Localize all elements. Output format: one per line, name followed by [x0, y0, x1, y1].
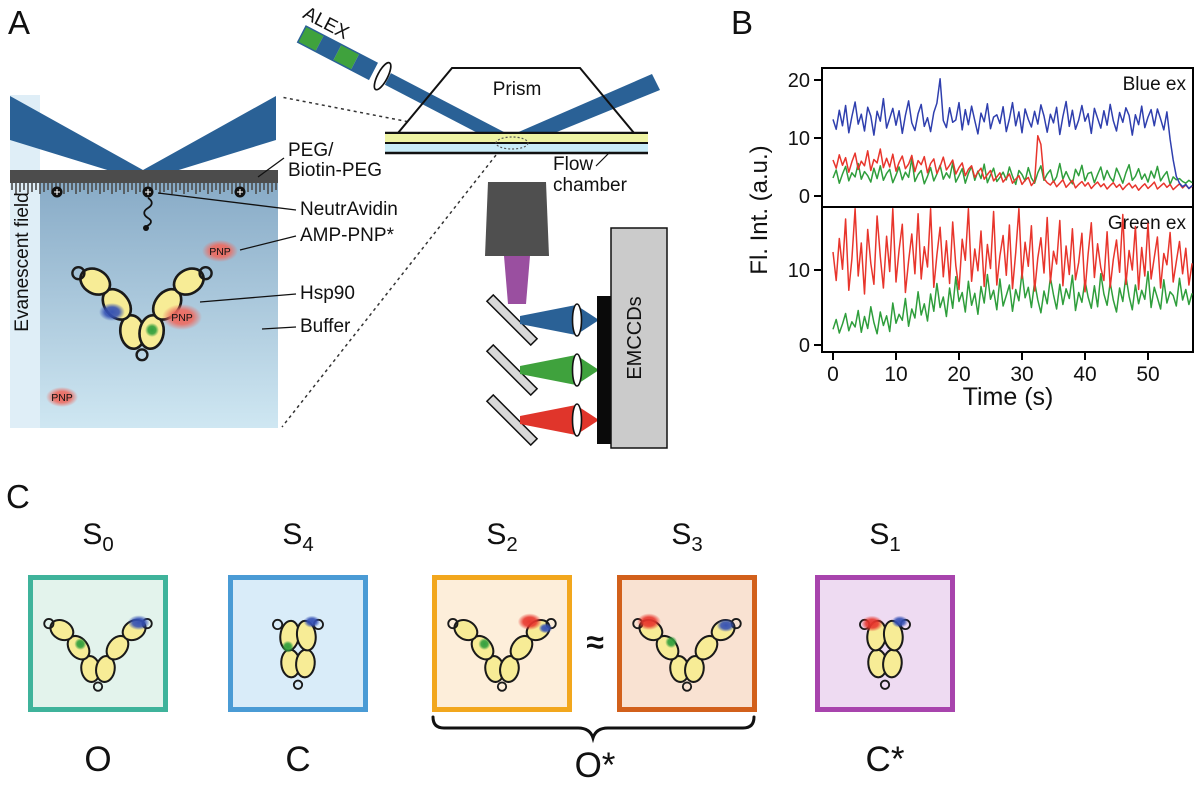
green-dye-dot	[145, 323, 159, 337]
surface-slide	[10, 170, 278, 183]
state-box-s1	[815, 575, 955, 712]
detection-beam-red	[520, 405, 599, 435]
amp-pnp-label: AMP-PNP*	[300, 225, 395, 246]
pnp-label-free-top: PNP	[209, 246, 231, 258]
svg-text:0: 0	[799, 186, 810, 208]
objective	[485, 182, 549, 256]
zoom-line-bottom	[281, 149, 501, 428]
prism-label: Prism	[493, 79, 542, 100]
panel-a-schematic: Evanescent field PNP PNP PNP	[10, 3, 668, 449]
annotation-blue-ex: Blue ex	[1123, 74, 1187, 95]
evanescent-field-box: Evanescent field PNP PNP PNP	[10, 95, 278, 428]
anchor-dots	[51, 186, 246, 198]
panel-b-traces: Blue ex Green ex Fl. Int. (a.u.) Time (s…	[746, 67, 1194, 411]
state-label-s1: S1	[869, 518, 901, 556]
tir-laser-beam	[10, 96, 276, 181]
pnp-blob-bound	[162, 304, 202, 330]
y-axis-label: Fl. Int. (a.u.)	[746, 145, 773, 274]
flow-chamber	[385, 131, 648, 155]
exit-beam	[514, 74, 660, 147]
pnp-label-free-bottom: PNP	[51, 392, 73, 404]
svg-text:10: 10	[788, 260, 810, 282]
green-dye-dot	[478, 637, 491, 650]
state-label-s2: S2	[486, 518, 518, 556]
state-box-s3	[617, 575, 757, 712]
approx-symbol: ≈	[586, 624, 604, 660]
peg-label-line1: PEG/	[288, 140, 334, 161]
panel-c-letter: C	[6, 478, 30, 515]
dichroic-mirror-2	[485, 343, 539, 397]
flow-chamber-label-line2: chamber	[553, 175, 628, 196]
dichroic-mirror-1	[485, 293, 539, 347]
svg-text:20: 20	[788, 70, 810, 92]
biotin-linker	[143, 197, 153, 227]
protein-closed-cartoon	[271, 618, 325, 690]
blue-dye-blob	[716, 618, 736, 632]
detection-lens-green	[571, 353, 583, 387]
svg-text:10: 10	[884, 363, 907, 386]
svg-text:40: 40	[1073, 363, 1096, 386]
green-dye-dot	[281, 640, 294, 653]
blue-dye-blob	[538, 623, 553, 634]
detection-beam-blue	[520, 305, 599, 335]
state-box-s2	[432, 575, 572, 712]
svg-text:20: 20	[947, 363, 970, 386]
tir-spot	[495, 136, 529, 150]
state-label-s0: S0	[82, 518, 114, 556]
neutravidin-label: NeutrAvidin	[300, 199, 398, 220]
panel-a-annotations: PEG/ Biotin-PEG NeutrAvidin AMP-PNP* Hsp…	[157, 140, 398, 337]
excitation-lens	[373, 61, 392, 91]
state-label-s3: S3	[671, 518, 703, 556]
dichroic-mirror-3	[485, 393, 539, 447]
x-axis-label: Time (s)	[963, 383, 1054, 411]
conformation-label-o: O	[84, 740, 112, 779]
pnp-blob-free-bottom	[46, 387, 78, 407]
buffer-label: Buffer	[300, 316, 351, 337]
emission-beam	[504, 256, 530, 304]
blue-dye-blob	[99, 303, 125, 321]
state-box-s4	[228, 575, 368, 712]
emccds-label: EMCCDs	[624, 296, 646, 379]
blue-dye-blob	[891, 615, 909, 628]
pnp-blob-free-top	[202, 240, 238, 262]
svg-text:10: 10	[788, 128, 810, 150]
svg-text:30: 30	[1010, 363, 1033, 386]
svg-text:50: 50	[1136, 363, 1159, 386]
zoom-line-top	[280, 96, 498, 140]
peg-brush	[11, 182, 277, 194]
svg-text:0: 0	[799, 335, 810, 357]
biotin-dot	[143, 225, 149, 231]
evanescent-field-label: Evanescent field	[12, 192, 33, 331]
ostar-brace	[431, 715, 756, 744]
detection-lens-blue	[571, 303, 583, 337]
detection-beam-green	[520, 355, 599, 385]
state-box-s0	[28, 575, 168, 712]
red-dye-blob	[636, 613, 662, 631]
svg-text:0: 0	[827, 363, 839, 386]
flow-chamber-pointer	[595, 151, 611, 167]
conformation-label-ostar: O*	[574, 746, 616, 785]
conformation-label-cstar: C*	[865, 740, 905, 779]
emccd-sensor-strip	[597, 296, 611, 444]
flow-chamber-label-line1: Flow	[553, 154, 593, 175]
annotation-green-ex: Green ex	[1108, 213, 1187, 234]
green-dye-dot	[665, 636, 678, 649]
detection-lens-red	[571, 403, 583, 437]
emccd-box	[610, 227, 668, 449]
panel-b-letter: B	[731, 4, 754, 41]
red-dye-blob	[517, 613, 542, 631]
blue-dye-blob	[127, 615, 150, 631]
state-label-s4: S4	[282, 518, 314, 556]
panel-a-letter: A	[8, 4, 31, 41]
peg-label-line2: Biotin-PEG	[288, 160, 382, 181]
pnp-label-bound: PNP	[171, 312, 193, 324]
hsp90-label: Hsp90	[300, 283, 355, 304]
blue-dye-blob	[303, 615, 321, 628]
red-dye-blob	[860, 615, 884, 632]
green-dye-dot	[74, 637, 87, 650]
conformation-label-c: C	[285, 740, 311, 779]
